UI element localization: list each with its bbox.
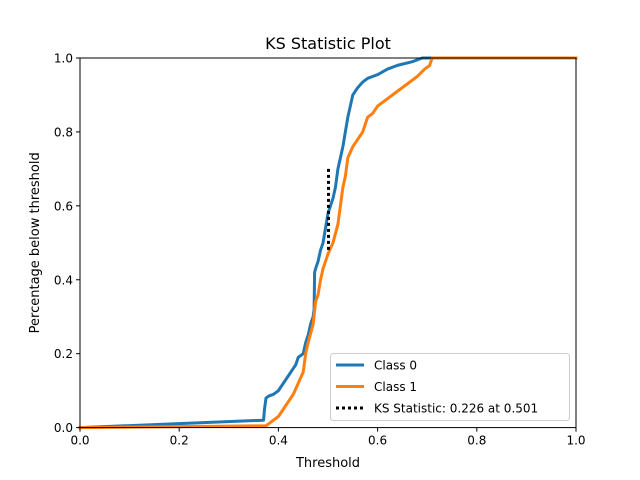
legend-box [330,353,570,421]
x-tick-label: 0.0 [70,434,89,448]
chart-title: KS Statistic Plot [265,34,391,53]
x-tick-label: 0.4 [269,434,288,448]
y-axis-label: Percentage below threshold [28,152,43,333]
x-tick-label: 1.0 [566,434,585,448]
series-line-class-1 [78,56,578,430]
plot-area [78,56,578,430]
axes-frame [79,57,577,429]
legend-label-class-0: Class 0 [374,359,417,373]
x-tick-label: 0.2 [170,434,189,448]
legend-label-ks: KS Statistic: 0.226 at 0.501 [374,402,538,416]
x-tick-label: 0.6 [368,434,387,448]
axis-ticks: 0.0 0.2 0.4 0.6 0.8 1.0 0.0 0.2 0.4 0.6 0.8 1.0 [54,52,586,448]
y-tick-label: 1.0 [54,52,73,66]
y-tick-label: 0.2 [54,347,73,361]
legend: Class 0 Class 1 KS Statistic: 0.226 at 0.5… [330,353,570,421]
x-axis-label: Threshold [295,456,360,471]
y-tick-label: 0.4 [54,273,73,287]
y-tick-label: 0.8 [54,125,73,139]
series-line-class-0 [78,56,578,430]
y-tick-label: 0.0 [54,421,73,435]
legend-label-class-1: Class 1 [374,380,417,394]
x-tick-label: 0.8 [467,434,486,448]
y-tick-label: 0.6 [54,199,73,213]
